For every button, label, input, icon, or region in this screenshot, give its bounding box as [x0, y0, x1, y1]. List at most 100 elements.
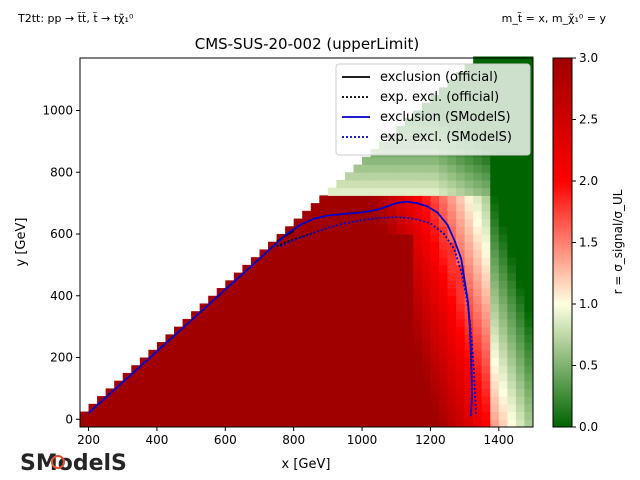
heatmap-cell: [362, 357, 372, 366]
heatmap-cell: [353, 203, 363, 212]
heatmap-cell: [276, 411, 286, 420]
heatmap-cell: [379, 218, 389, 227]
heatmap-cell: [524, 172, 534, 181]
heatmap-cell: [182, 334, 192, 343]
heatmap-cell: [515, 411, 525, 420]
heatmap-cell: [174, 380, 184, 389]
heatmap-cell: [250, 396, 260, 405]
heatmap-cell: [379, 365, 389, 374]
heatmap-cell: [379, 403, 389, 413]
heatmap-cell: [379, 411, 389, 420]
heatmap-cell: [319, 303, 329, 312]
heatmap-cell: [302, 342, 312, 351]
heatmap-cell: [362, 388, 372, 397]
heatmap-cell: [379, 349, 389, 359]
heatmap-cell: [285, 280, 295, 289]
heatmap-cell: [362, 326, 372, 335]
heatmap-cell: [259, 380, 269, 389]
heatmap-cell: [404, 403, 414, 413]
heatmap-cell: [122, 388, 132, 397]
heatmap-cell: [310, 342, 320, 351]
heatmap-cell: [404, 241, 414, 250]
heatmap-cell: [285, 372, 295, 382]
heatmap-cell: [481, 365, 491, 374]
heatmap-cell: [370, 326, 380, 335]
heatmap-cell: [421, 187, 431, 196]
heatmap-cell: [490, 195, 500, 204]
heatmap-cell: [242, 280, 252, 289]
heatmap-cell: [276, 257, 286, 266]
heatmap-cell: [387, 203, 397, 212]
heatmap-cell: [387, 241, 397, 250]
heatmap-cell: [421, 419, 431, 428]
heatmap-cell: [233, 380, 243, 389]
heatmap-cell: [413, 187, 423, 196]
heatmap-cell: [310, 396, 320, 405]
heatmap-cell: [447, 241, 457, 250]
heatmap-cell: [387, 380, 397, 389]
heatmap-cell: [396, 264, 406, 274]
heatmap-cell: [507, 349, 517, 359]
heatmap-cell: [498, 411, 508, 420]
heatmap-cell: [473, 365, 483, 374]
heatmap-cell: [524, 326, 534, 335]
heatmap-cell: [302, 403, 312, 413]
heatmap-cell: [370, 264, 380, 274]
heatmap-cell: [310, 210, 320, 220]
heatmap-cell: [413, 326, 423, 335]
heatmap-cell: [242, 411, 252, 420]
heatmap-cell: [327, 396, 337, 405]
heatmap-cell: [344, 388, 355, 397]
heatmap-cell: [310, 257, 320, 266]
heatmap-cell: [396, 380, 406, 389]
heatmap-cell: [344, 303, 355, 312]
heatmap-cell: [336, 257, 346, 266]
heatmap-cell: [524, 295, 534, 304]
heatmap-cell: [507, 172, 517, 181]
x-axis-label: x [GeV]: [282, 457, 331, 472]
heatmap-cell: [413, 164, 423, 173]
heatmap-cell: [404, 156, 414, 166]
heatmap-cell: [276, 303, 286, 312]
heatmap-cell: [259, 334, 269, 343]
heatmap-cell: [430, 295, 440, 304]
heatmap-cell: [131, 372, 141, 382]
heatmap-cell: [362, 342, 372, 351]
heatmap-cell: [515, 365, 525, 374]
heatmap-cell: [216, 411, 226, 420]
heatmap-cell: [456, 195, 466, 204]
heatmap-cell: [302, 234, 312, 243]
heatmap-cell: [490, 249, 500, 258]
heatmap-cell: [464, 388, 474, 397]
heatmap-cell: [327, 349, 337, 359]
heatmap-cell: [515, 311, 525, 320]
heatmap-cell: [498, 187, 508, 196]
heatmap-cell: [473, 388, 483, 397]
heatmap-cell: [156, 388, 166, 397]
heatmap-cell: [524, 318, 534, 328]
heatmap-cell: [404, 179, 414, 189]
heatmap-cell: [250, 264, 260, 274]
heatmap-cell: [413, 156, 423, 166]
heatmap-cell: [319, 226, 329, 235]
heatmap-cell: [379, 388, 389, 397]
heatmap-cell: [387, 156, 397, 166]
heatmap-cell: [114, 388, 124, 397]
heatmap-cell: [498, 56, 508, 65]
heatmap-cell: [438, 280, 449, 289]
heatmap-cell: [515, 357, 525, 366]
heatmap-cell: [327, 334, 337, 343]
heatmap-cell: [473, 372, 483, 382]
heatmap-cell: [507, 372, 517, 382]
heatmap-cell: [276, 318, 286, 328]
heatmap-cell: [515, 164, 525, 173]
heatmap-cell: [490, 280, 500, 289]
heatmap-cell: [490, 396, 500, 405]
heatmap-cell: [370, 164, 380, 173]
heatmap-cell: [498, 272, 508, 281]
heatmap-cell: [353, 241, 363, 250]
heatmap-cell: [379, 172, 389, 181]
heatmap-cell: [524, 357, 534, 366]
heatmap-cell: [421, 372, 431, 382]
heatmap-cell: [456, 403, 466, 413]
